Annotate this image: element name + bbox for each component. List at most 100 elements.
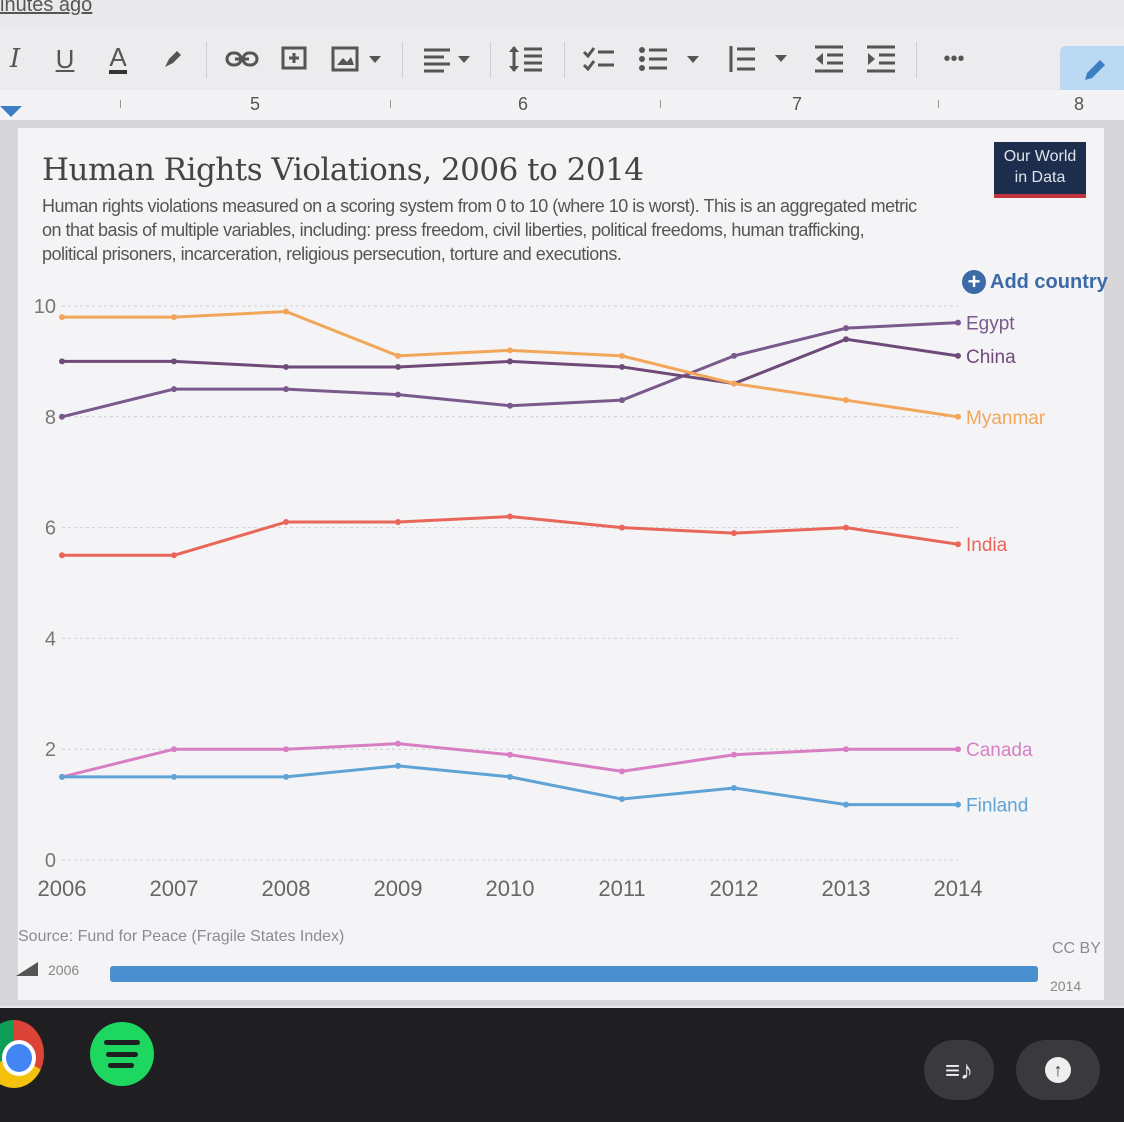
play-icon[interactable] [16, 962, 38, 976]
y-tick-label: 2 [45, 739, 56, 761]
italic-button[interactable]: I [2, 42, 28, 76]
x-tick-label: 2012 [710, 876, 759, 901]
numbered-list-icon [729, 46, 787, 72]
doc-status: inutes ago [0, 0, 93, 16]
x-tick-label: 2009 [374, 876, 423, 901]
chart-card [18, 128, 1104, 1000]
data-point [395, 762, 401, 769]
increase-indent-button[interactable] [864, 42, 898, 76]
link-icon [225, 51, 259, 67]
comment-icon [281, 46, 307, 70]
timeline-fill [110, 966, 1038, 982]
ruler-number: 7 [792, 94, 803, 114]
data-point [731, 530, 737, 537]
align-icon [424, 48, 470, 73]
data-point [59, 314, 65, 321]
data-point [59, 773, 65, 780]
data-point [283, 308, 289, 315]
data-point [507, 358, 513, 365]
edit-pencil-icon [1085, 60, 1105, 80]
owid-logo[interactable]: Our World in Data [994, 142, 1086, 198]
data-point [507, 751, 513, 758]
upload-icon: ↑ [1045, 1057, 1071, 1083]
y-tick-label: 10 [34, 296, 56, 318]
align-button[interactable] [418, 42, 476, 76]
text-color-button[interactable]: A [100, 42, 136, 76]
x-tick-label: 2014 [934, 876, 983, 901]
checklist-button[interactable] [580, 42, 618, 76]
chrome-icon[interactable] [0, 1020, 44, 1088]
data-point [395, 352, 401, 359]
series-label: India [966, 535, 1008, 556]
data-point [507, 347, 513, 354]
data-point [171, 358, 177, 365]
indent-marker-icon[interactable] [0, 104, 22, 118]
data-point [731, 751, 737, 758]
chart-subtitle: Human rights violations measured on a sc… [42, 196, 917, 264]
edit-mode-button[interactable] [1060, 46, 1124, 94]
decrease-indent-button[interactable] [812, 42, 846, 76]
ruler[interactable]: 5 6 7 8 [0, 90, 1124, 121]
more-icon: ••• [943, 47, 965, 70]
source-note[interactable]: Source: Fund for Peace (Fragile States I… [18, 928, 345, 945]
increase-indent-icon [867, 45, 895, 73]
data-point [171, 314, 177, 321]
license-link[interactable]: CC BY [1052, 940, 1101, 957]
x-tick-label: 2010 [486, 876, 535, 901]
ruler-number: 6 [518, 94, 529, 114]
data-point [619, 524, 625, 531]
underline-button[interactable]: U [50, 42, 80, 76]
highlight-button[interactable] [156, 42, 190, 76]
image-button[interactable] [328, 42, 388, 76]
timeline-start-label: 2006 [48, 962, 80, 978]
playlist-icon[interactable]: ≡♪ [924, 1040, 994, 1100]
more-button[interactable]: ••• [934, 42, 974, 76]
series-line [62, 515, 959, 557]
timeline-end-label: 2014 [1050, 978, 1082, 994]
spotify-icon[interactable] [90, 1022, 154, 1086]
data-point [843, 746, 849, 753]
data-point [843, 397, 849, 404]
data-point [619, 363, 625, 370]
data-point [619, 796, 625, 803]
italic-icon: I [9, 44, 21, 74]
line-chart: 0 2 4 6 8 10 2006 2007 2008 2009 2010 2011 2012 2013 2… [34, 296, 1046, 901]
chart-title: Human Rights Violations, 2006 to 2014 [42, 152, 644, 188]
data-point [731, 784, 737, 791]
data-point [395, 740, 401, 747]
data-point [283, 773, 289, 780]
x-tick-label: 2006 [38, 876, 87, 901]
link-button[interactable] [222, 42, 262, 76]
data-point [395, 519, 401, 526]
data-point [395, 391, 401, 398]
y-tick-label: 8 [45, 407, 56, 429]
series-label: Canada [966, 740, 1033, 761]
x-tick-label: 2008 [262, 876, 311, 901]
series-label: China [966, 347, 1016, 368]
data-point [395, 363, 401, 370]
x-tick-label: 2007 [150, 876, 199, 901]
x-tick-label: 2013 [822, 876, 871, 901]
add-country-button[interactable]: + Add country [962, 270, 1108, 294]
data-point [731, 380, 737, 387]
series-line [61, 742, 958, 779]
comment-button[interactable] [278, 42, 310, 76]
numbered-list-button[interactable] [724, 42, 794, 76]
ruler-number: 5 [250, 94, 261, 114]
data-point [283, 363, 289, 370]
upload-button[interactable]: ↑ [1016, 1040, 1100, 1100]
line-spacing-button[interactable] [506, 42, 546, 76]
data-point [507, 773, 513, 780]
data-point [955, 801, 961, 808]
timeline-slider[interactable] [110, 966, 1038, 982]
data-point [955, 352, 961, 359]
data-point [59, 552, 65, 559]
decrease-indent-icon [815, 45, 843, 73]
data-point [843, 524, 849, 531]
bullet-list-button[interactable] [636, 42, 706, 76]
data-point [619, 352, 625, 359]
underline-icon: U [55, 43, 75, 74]
checklist-icon [582, 47, 614, 72]
series-line [62, 764, 958, 807]
data-point [59, 358, 65, 365]
